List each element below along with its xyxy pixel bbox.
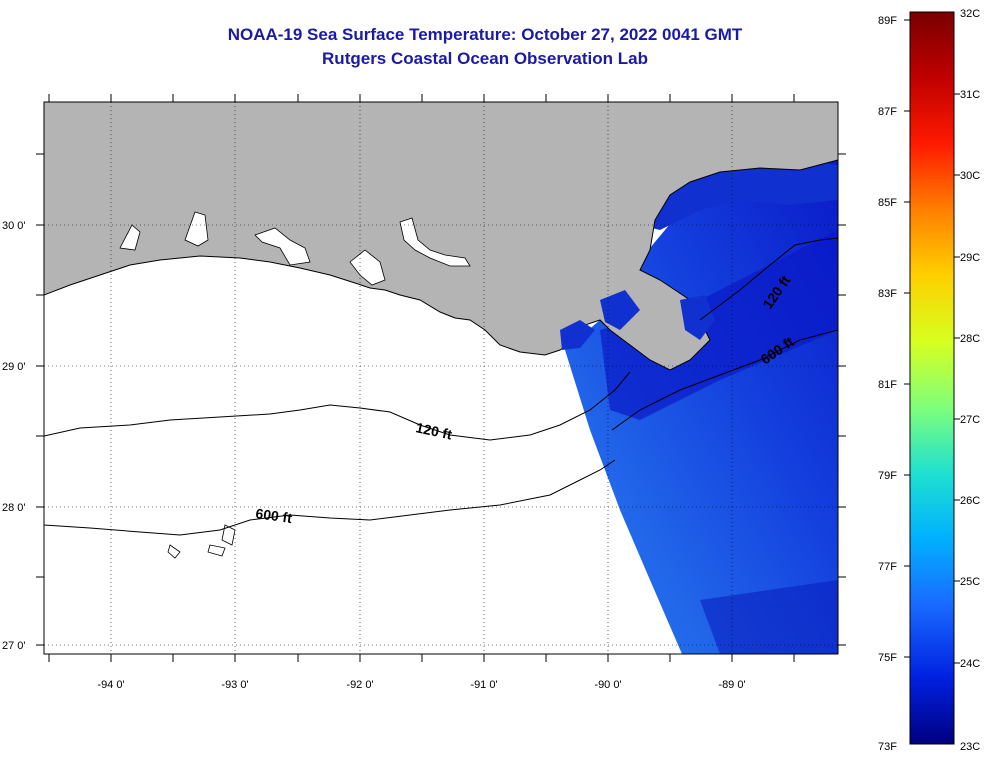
colorbar-c-label: 28C	[960, 333, 980, 345]
lon-label: -93 0'	[221, 679, 248, 691]
lat-label: 29 0'	[2, 361, 26, 373]
sst-delta	[560, 290, 715, 350]
contour-label: 120 ft	[414, 419, 453, 442]
colorbar-c-label: 26C	[960, 495, 980, 507]
lake-terrebonne	[399, 217, 471, 267]
map-subtitle: Rutgers Coastal Ocean Observation Lab	[322, 49, 648, 68]
contour-label: 600 ft	[255, 505, 294, 526]
bank-outline	[167, 524, 236, 559]
contour-east	[611, 329, 838, 431]
lat-label: 28 0'	[2, 502, 26, 514]
contour-120ft-west	[44, 371, 631, 441]
colorbar-c-label: 32C	[960, 8, 980, 20]
colorbar-c-label: 23C	[960, 741, 980, 753]
colorbar-f-label: 83F	[878, 288, 897, 300]
graticule	[44, 102, 838, 654]
colorbar-ticks	[904, 19, 960, 664]
lon-label: -91 0'	[470, 679, 497, 691]
colorbar-f-label: 77F	[878, 561, 897, 573]
colorbar-c-label: 29C	[960, 252, 980, 264]
sst-warm-patch	[600, 230, 838, 420]
sst-south-patch	[700, 580, 838, 654]
colorbar-f-label: 79F	[878, 470, 897, 482]
colorbar-c-label: 24C	[960, 658, 980, 670]
lat-label: 30 0'	[2, 220, 26, 232]
colorbar-c-label: 31C	[960, 89, 980, 101]
lon-label: -89 0'	[718, 679, 745, 691]
colorbar-f-label: 87F	[878, 106, 897, 118]
colorbar-c-label: 30C	[960, 170, 980, 182]
lake-grand	[254, 227, 311, 266]
lon-label: -92 0'	[346, 679, 373, 691]
colorbar-f-label: 75F	[878, 652, 897, 664]
ticks	[36, 94, 846, 662]
map-frame	[43, 101, 839, 655]
colorbar-f-label: 73F	[878, 741, 897, 753]
colorbar-f-label: 85F	[878, 197, 897, 209]
land	[44, 102, 838, 371]
lake-calcasieu	[184, 211, 209, 247]
lat-label: 27 0'	[2, 640, 26, 652]
colorbar-c-label: 27C	[960, 414, 980, 426]
lake-sabine	[119, 224, 141, 251]
lon-label: -94 0'	[97, 679, 124, 691]
contour-600ft-west	[44, 459, 616, 536]
map-title: NOAA-19 Sea Surface Temperature: October…	[227, 25, 743, 44]
colorbar-f-label: 89F	[878, 15, 897, 27]
colorbar-c-label: 25C	[960, 576, 980, 588]
contour-east-inner	[699, 237, 838, 321]
colorbar	[909, 11, 955, 745]
lon-label: -90 0'	[594, 679, 621, 691]
colorbar-f-label: 81F	[878, 379, 897, 391]
